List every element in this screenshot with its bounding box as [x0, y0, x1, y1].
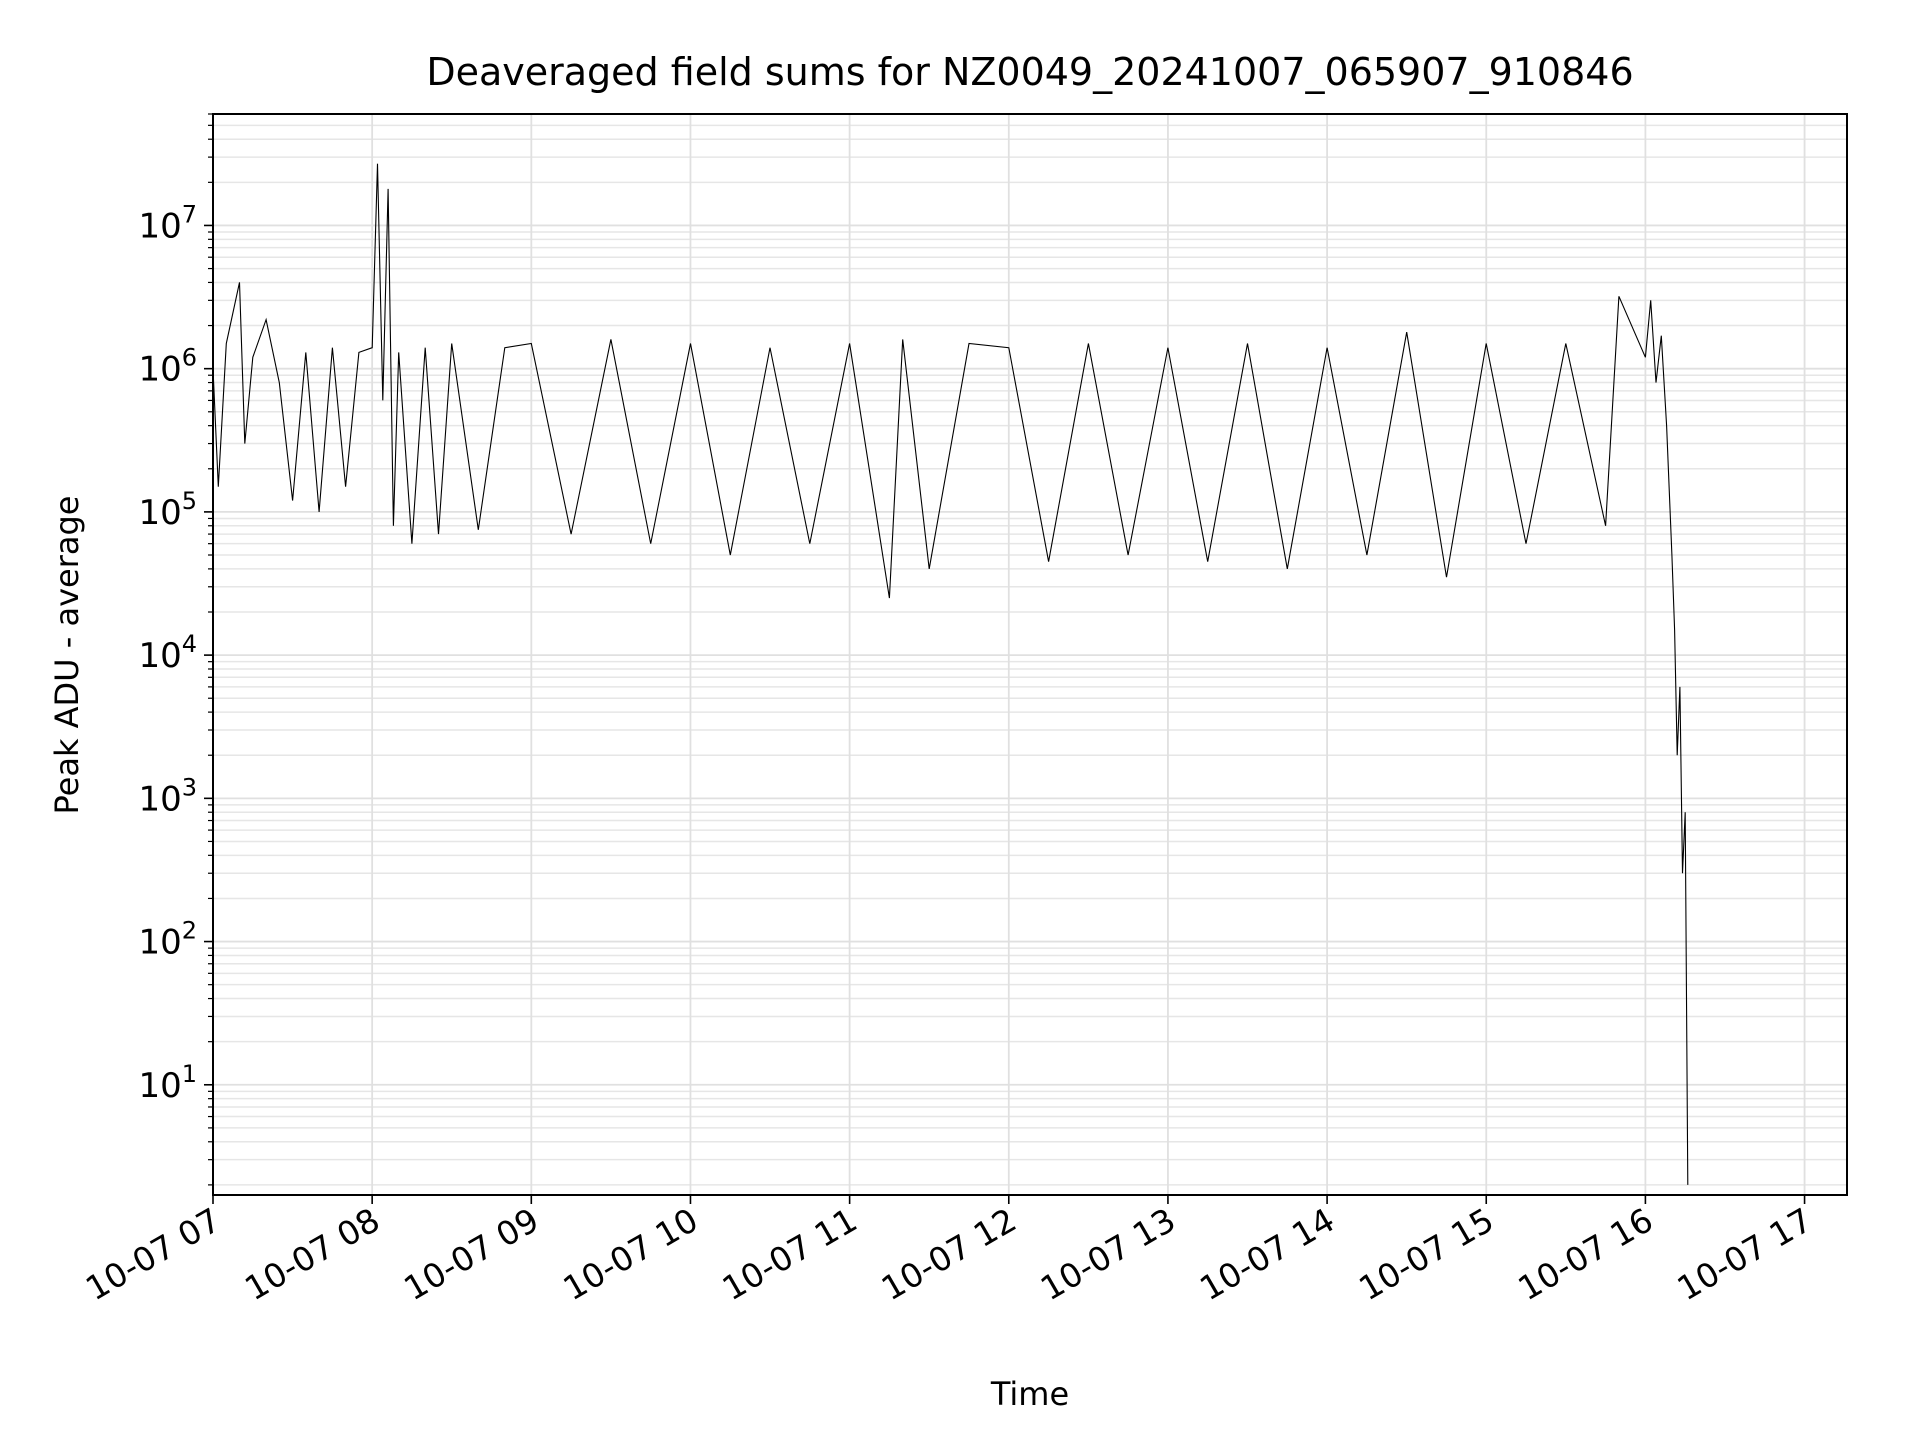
y-tick-label: 104: [138, 630, 197, 676]
chart-title: Deaveraged field sums for NZ0049_2024100…: [426, 50, 1633, 94]
y-axis-label: Peak ADU - average: [48, 496, 86, 815]
y-tick-label: 107: [138, 200, 197, 246]
y-tick-label: 101: [138, 1060, 197, 1106]
y-tick-label: 105: [138, 487, 197, 533]
grid-lines: [212, 113, 1847, 1195]
x-axis-label: Time: [990, 1375, 1069, 1413]
axis-ticks: [204, 113, 1806, 1204]
series-layer: [212, 163, 1689, 1185]
y-tick-label: 103: [138, 773, 197, 819]
series-line: [212, 163, 1689, 1185]
y-tick-label: 106: [138, 344, 197, 390]
y-tick-label: 102: [138, 917, 197, 963]
